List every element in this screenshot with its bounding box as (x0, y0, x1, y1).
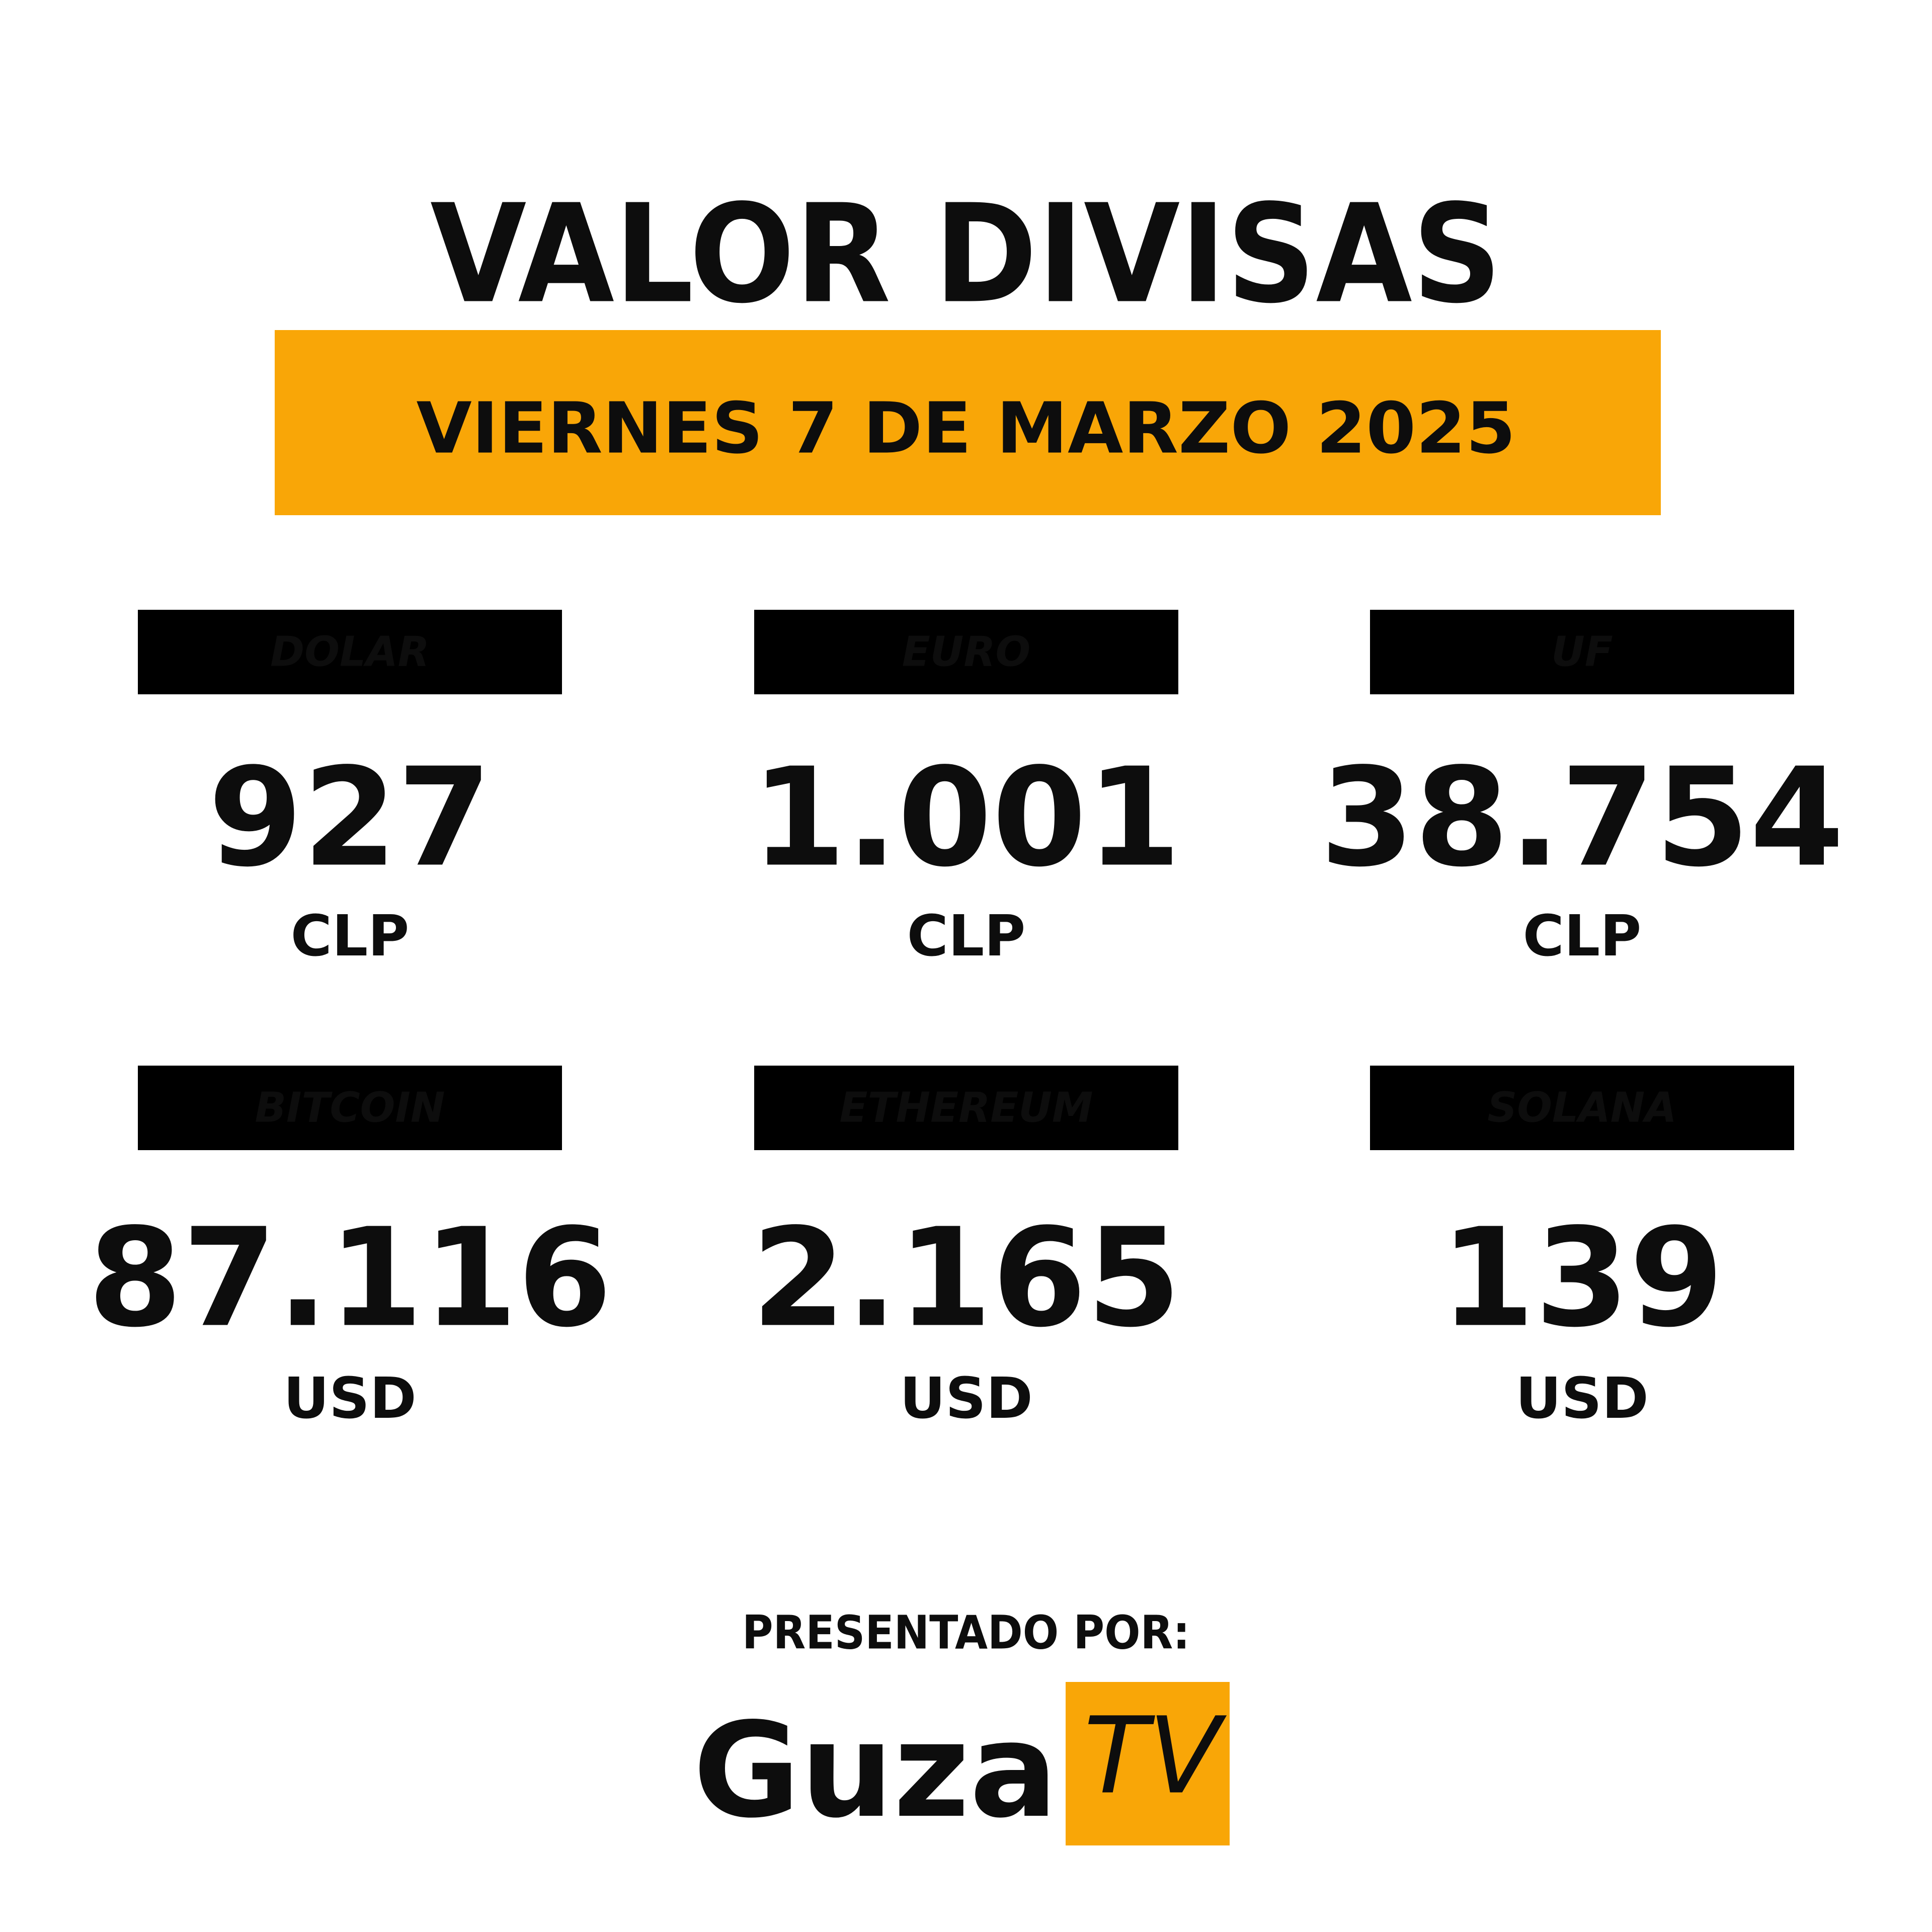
logo-text: Guza (693, 1695, 1058, 1847)
value: 2.165 (751, 1199, 1181, 1357)
value: 1.001 (751, 739, 1181, 897)
label-box (138, 610, 562, 694)
unit: USD (283, 1366, 417, 1431)
value: 139 (1440, 1199, 1724, 1357)
title: VALOR DIVISAS (430, 175, 1502, 334)
unit: CLP (291, 904, 410, 969)
label: UF (1551, 628, 1613, 676)
value: 927 (208, 739, 492, 897)
label: SOLANA (1487, 1084, 1677, 1132)
logo-badge-text: TV (1084, 1695, 1227, 1818)
label: ETHEREUM (840, 1084, 1093, 1132)
unit: USD (900, 1366, 1033, 1431)
logo-badge (1066, 1682, 1230, 1845)
cards: DOLAR 927 CLP EURO 1.001 CLP UF 38.754 CLP BITCOI… (88, 610, 1844, 1431)
label-box (138, 1066, 562, 1150)
date: VIERNES 7 DE MARZO 2025 (417, 388, 1516, 470)
label: EURO (902, 628, 1030, 676)
unit: CLP (1523, 904, 1642, 969)
value: 38.754 (1320, 739, 1844, 897)
unit: CLP (907, 904, 1026, 969)
value: 87.116 (88, 1199, 612, 1357)
unit: USD (1515, 1366, 1649, 1431)
label-box (1370, 1066, 1794, 1150)
label: BITCOIN (255, 1084, 445, 1132)
label: DOLAR (270, 628, 430, 676)
label-box (754, 610, 1178, 694)
label-box (1370, 610, 1794, 694)
date-banner (275, 330, 1661, 515)
label-box (754, 1066, 1178, 1150)
presented-by: PRESENTADO POR: (742, 1606, 1190, 1660)
